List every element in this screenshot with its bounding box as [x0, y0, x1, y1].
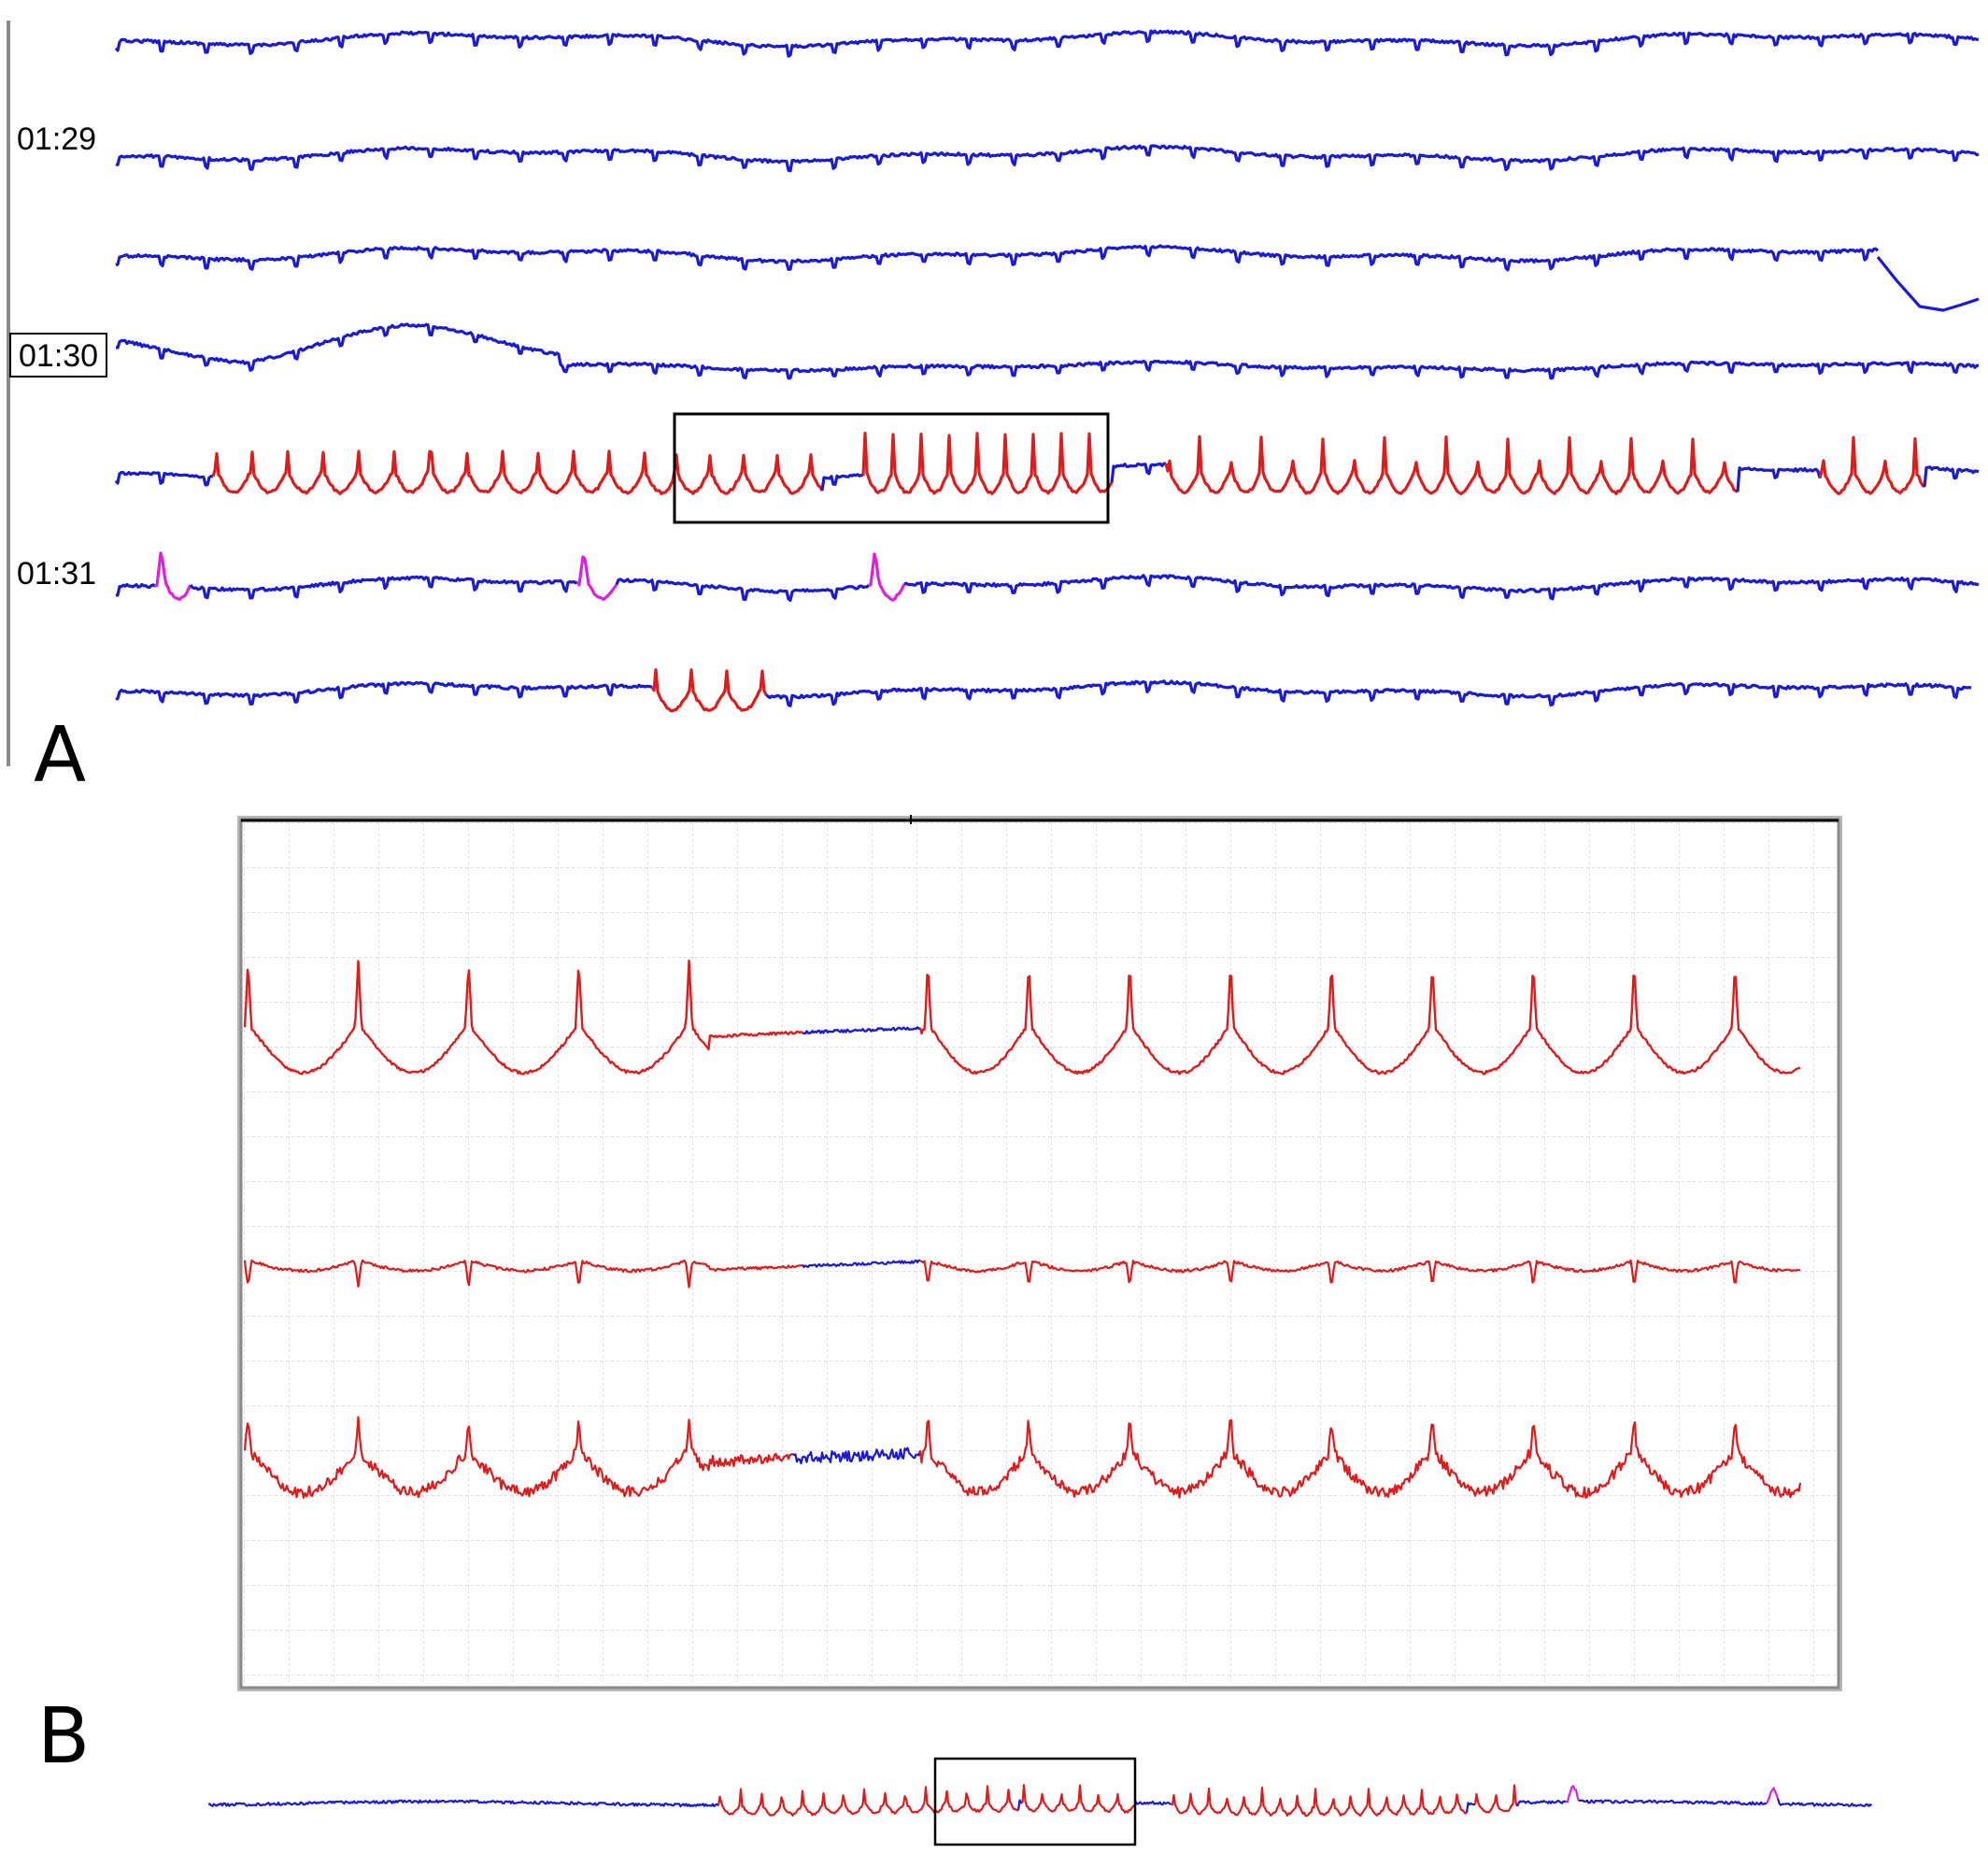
zoom-trace-segment [802, 1259, 921, 1269]
overview-trace-segment [1766, 1787, 1780, 1804]
trace-segment [1876, 256, 1980, 312]
overview-selection-box[interactable] [933, 1757, 1137, 1846]
time-label-0130: 01:30 [9, 333, 108, 378]
zoom-trace-segment [243, 959, 803, 1076]
trace-segment [650, 668, 768, 713]
trace-segment [820, 473, 864, 492]
zoom-traces [243, 959, 1802, 1499]
overview-trace-segment [1465, 1802, 1476, 1813]
trace-segment [211, 449, 824, 496]
zoom-trace-segment [919, 1259, 1801, 1284]
trace-segment [903, 574, 1980, 601]
trace-segment [115, 322, 1980, 380]
zoom-trace-segment [791, 1447, 922, 1464]
panel-label-a: A [34, 711, 87, 800]
trace-segment [115, 144, 1980, 173]
trace-segment [1110, 462, 1167, 483]
zoom-trace-segment [243, 1416, 794, 1499]
overview-trace-segment [1016, 1799, 1023, 1811]
trace-segment [868, 552, 906, 602]
panel-a-selection-box[interactable] [673, 412, 1110, 524]
trace-segment [1923, 465, 1980, 488]
overview-trace-segment [1171, 1787, 1468, 1817]
overview-trace-segment [1566, 1785, 1581, 1803]
panel-b-zoom-view [207, 815, 1873, 1846]
overview-strip [207, 1784, 1873, 1817]
trace-segment [1736, 466, 1822, 492]
zoom-trace-segment [918, 1418, 1802, 1499]
panel-label-b: B [37, 1692, 91, 1781]
trace-segment [154, 551, 192, 601]
zoom-grid [244, 822, 1836, 1685]
overview-trace-segment [1021, 1784, 1136, 1814]
time-label-0129: 01:29 [17, 121, 97, 157]
trace-segment [115, 582, 156, 597]
panel-a-strips [7, 21, 1980, 766]
overview-trace-segment [1776, 1798, 1873, 1807]
panel-a-traces [114, 29, 1980, 713]
trace-segment [115, 244, 1880, 272]
time-label-0131: 01:31 [17, 556, 97, 592]
zoom-trace-segment [802, 1026, 921, 1035]
trace-segment [861, 432, 1114, 495]
overview-trace-segment [1516, 1800, 1567, 1807]
trace-segment [114, 470, 214, 487]
trace-segment [765, 679, 1972, 707]
overview-trace-segment [1578, 1799, 1768, 1806]
trace-segment [1164, 435, 1739, 495]
trace-segment [114, 29, 1980, 58]
overview-trace-segment [717, 1785, 1019, 1817]
overview-trace-segment [1473, 1784, 1519, 1814]
trace-segment [189, 575, 578, 600]
zoom-trace-segment [918, 974, 1801, 1076]
zoom-trace-segment [243, 1259, 803, 1289]
trace-segment [615, 577, 871, 602]
trace-segment [115, 680, 653, 706]
trace-segment [1818, 435, 1926, 495]
overview-trace-segment [1133, 1801, 1172, 1806]
trace-segment [575, 555, 618, 602]
overview-trace-segment [207, 1799, 719, 1808]
